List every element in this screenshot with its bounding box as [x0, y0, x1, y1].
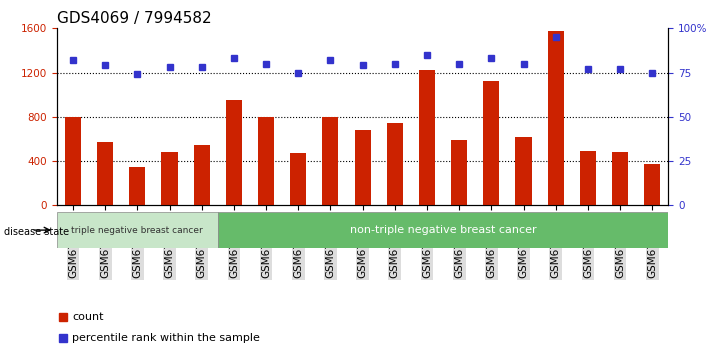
Text: disease state: disease state	[4, 227, 69, 237]
Text: GDS4069 / 7994582: GDS4069 / 7994582	[57, 11, 211, 26]
Text: non-triple negative breast cancer: non-triple negative breast cancer	[350, 225, 536, 235]
Bar	[419, 70, 435, 205]
Bar	[387, 124, 403, 205]
Bar	[290, 153, 306, 205]
Text: triple negative breast cancer: triple negative breast cancer	[72, 225, 203, 235]
Bar	[97, 142, 113, 205]
Bar	[483, 81, 499, 205]
Bar	[129, 167, 145, 205]
Bar	[258, 117, 274, 205]
Bar	[161, 152, 178, 205]
Text: count: count	[73, 312, 104, 322]
Bar	[193, 145, 210, 205]
FancyBboxPatch shape	[57, 212, 218, 248]
Bar	[226, 100, 242, 205]
Bar	[65, 117, 81, 205]
Bar	[451, 140, 467, 205]
Text: percentile rank within the sample: percentile rank within the sample	[73, 333, 260, 343]
Bar	[515, 137, 532, 205]
Bar	[322, 118, 338, 205]
Bar	[355, 130, 370, 205]
Bar	[580, 151, 596, 205]
Bar	[644, 164, 661, 205]
Bar	[612, 152, 628, 205]
FancyBboxPatch shape	[218, 212, 668, 248]
Bar	[547, 30, 564, 205]
